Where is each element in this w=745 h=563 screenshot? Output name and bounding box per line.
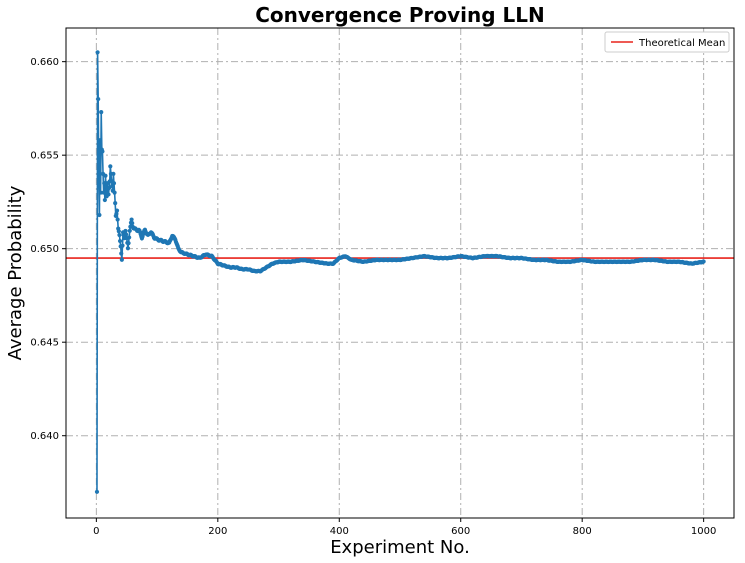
legend-box [604,31,730,53]
data-point [111,171,116,176]
y-tick-label: 0.645 [30,338,59,349]
chart-title: Convergence Proving LLN [255,3,545,27]
data-point [701,259,706,264]
y-axis-ticks: 0.640 0.645 0.650 0.655 0.660 [30,57,66,442]
y-tick-label: 0.640 [30,431,59,442]
data-point [112,190,117,195]
x-tick-label: 200 [208,526,227,537]
data-point [102,197,107,203]
data-point [124,232,129,237]
legend-label: Theoretical Mean [638,38,725,49]
data-point [130,221,135,226]
x-tick-label: 400 [330,526,349,537]
data-point [98,190,103,195]
data-point [101,190,106,195]
grid-lines [66,28,734,518]
data-point [117,232,122,238]
data-point [100,149,105,154]
x-axis-label: Experiment No. [330,537,470,558]
data-point [127,235,132,240]
series-markers [94,50,706,494]
y-tick-label: 0.650 [30,244,59,255]
x-axis-ticks: 0 200 400 600 800 1000 [93,518,716,537]
data-point [119,251,124,256]
x-tick-label: 1000 [691,526,716,537]
data-point [111,181,117,186]
y-axis-label: Average Probability [5,185,26,360]
y-tick-label: 0.655 [30,151,59,162]
data-point [125,246,131,251]
data-point [108,164,113,169]
data-point [123,228,128,234]
plot-frame [65,27,735,519]
data-point [114,208,120,213]
data-point [97,138,103,143]
data-point [114,211,119,216]
x-tick-label: 800 [573,526,592,537]
data-point [95,50,100,55]
data-point [99,110,104,115]
data-point [115,217,120,222]
data-point [119,257,124,262]
y-tick-label: 0.660 [30,57,59,68]
data-point [107,185,112,190]
data-point [126,241,131,246]
data-point [106,192,111,197]
series-layer [94,50,706,494]
data-point [96,96,101,102]
data-point [97,212,102,218]
data-point [117,238,123,244]
data-point [129,217,134,222]
data-point [120,243,125,248]
data-point [113,201,118,206]
data-point [116,229,121,234]
data-point [102,181,107,186]
x-tick-label: 600 [451,526,470,537]
data-point [94,489,100,494]
data-point [103,173,108,178]
data-point [96,171,101,176]
legend: Theoretical Mean [604,31,730,53]
data-point [127,228,132,233]
x-tick-label: 0 [93,526,99,537]
